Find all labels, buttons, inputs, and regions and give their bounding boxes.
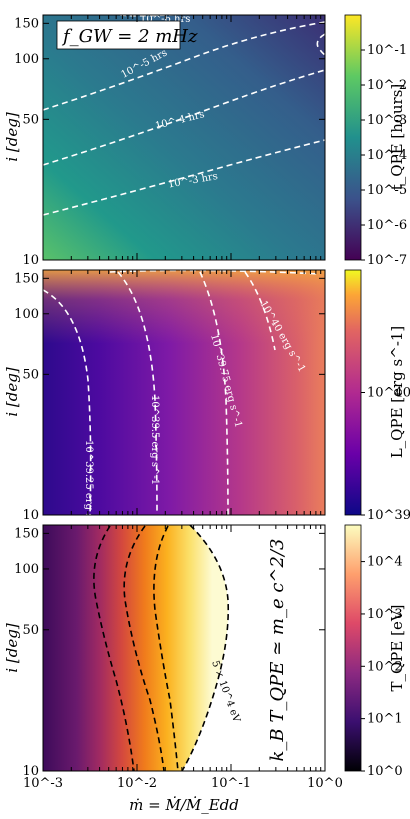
middle-ytick-label: 100 xyxy=(14,307,39,322)
middle-ytick-label: 50 xyxy=(22,367,39,382)
middle-contour-label-2: 10^39.5 erg s^-1 xyxy=(149,395,160,485)
middle-ytick-label: 150 xyxy=(14,271,39,286)
bottom-ytick-label: 100 xyxy=(14,562,39,577)
bottom-xtick-label: 10^-1 xyxy=(211,776,251,791)
middle-colorbar-label: L_QPE [erg s^-1] xyxy=(388,326,406,459)
middle-contour-label-1: 10^39.25 erg s^-1 xyxy=(83,440,94,536)
top-contour-2 xyxy=(43,21,325,111)
top-colorbar-tick-label: 10^-4 xyxy=(367,148,407,163)
bottom-ylabel: i [deg] xyxy=(3,623,21,672)
bottom-contour-1 xyxy=(93,525,135,771)
bottom-xtick-label: 10^-3 xyxy=(23,776,63,791)
middle-panel: 10^39.25 erg s^-1 10^39.5 erg s^-1 10^39… xyxy=(3,269,410,536)
middle-frame xyxy=(42,269,326,516)
top-annotation: f_GW = 2 mHz xyxy=(61,26,198,47)
top-colorbar-ticks: 10^-7 10^-6 10^-5 10^-4 10^-3 10^-2 10^-1 xyxy=(361,43,407,268)
bottom-colorbar xyxy=(344,524,362,772)
middle-colorbar-ticks: 10^39 10^40 xyxy=(361,386,410,523)
top-colorbar-label: t_QPE [hours] xyxy=(388,84,406,191)
top-yticks: 10 50 100 150 xyxy=(14,15,326,268)
top-frame xyxy=(42,14,326,261)
bottom-xticks: 10^-3 10^-2 10^-1 10^0 xyxy=(23,776,343,791)
middle-heatmap-overlay xyxy=(43,270,325,515)
top-colorbar xyxy=(344,14,362,261)
bottom-contour-3 xyxy=(153,525,179,771)
top-colorbar-tick-label: 10^-1 xyxy=(367,43,407,58)
bottom-xtick-label: 10^-2 xyxy=(117,776,157,791)
top-colorbar-tick-label: 10^-2 xyxy=(367,78,407,93)
top-ytick-label: 10 xyxy=(22,253,39,268)
top-contour-3 xyxy=(43,69,325,166)
bottom-colorbar-tick-label: 10^0 xyxy=(367,764,403,779)
bottom-frame xyxy=(42,524,326,772)
top-contour-5 xyxy=(316,33,325,56)
top-ytick-label: 150 xyxy=(14,16,39,31)
bottom-colorbar-tick-label: 10^3 xyxy=(367,607,403,622)
middle-ylabel: i [deg] xyxy=(3,367,21,416)
bottom-yticks: 10 50 100 150 xyxy=(14,525,326,779)
top-heatmap xyxy=(43,15,325,260)
middle-ytick-label: 10 xyxy=(22,508,39,523)
middle-colorbar-tick-label: 10^40 xyxy=(367,386,410,401)
top-annotation-box xyxy=(56,20,181,50)
top-ytick-label: 100 xyxy=(14,52,39,67)
top-panel: 10^-6 hrs 10^-5 hrs 10^-4 hrs 10^-3 hrs … xyxy=(3,14,407,268)
middle-contour-3 xyxy=(199,271,229,515)
top-colorbar-tick-label: 10^-7 xyxy=(367,253,407,268)
top-colorbar-tick-label: 10^-6 xyxy=(367,218,407,233)
bottom-panel: 5 × 10^4 eV k_B T_QPE ≃ m_e c^2/3 105010… xyxy=(3,524,406,814)
bottom-colorbar-tick-label: 10^4 xyxy=(367,555,403,570)
bottom-contour-2 xyxy=(123,525,165,771)
top-colorbar-tick-label: 10^-5 xyxy=(367,183,407,198)
middle-contour-4 xyxy=(244,271,276,351)
bottom-ytick-label: 50 xyxy=(22,623,39,638)
bottom-colorbar-label: T_QPE [eV] xyxy=(388,604,406,691)
bottom-xlabel: ṁ = Ṁ/Ṁ_Edd xyxy=(129,796,239,814)
bottom-ytick-label: 10 xyxy=(22,764,39,779)
top-ytick-label: 50 xyxy=(22,112,39,127)
bottom-colorbar-tick-label: 10^2 xyxy=(367,659,403,674)
middle-colorbar xyxy=(344,269,362,516)
bottom-colorbar-tick-label: 10^1 xyxy=(367,712,403,727)
middle-contour-2 xyxy=(117,271,158,515)
middle-yticks: 10 50 100 150 xyxy=(14,270,326,523)
top-colorbar-tick-label: 10^-3 xyxy=(367,113,407,128)
bottom-white-region xyxy=(182,525,325,771)
middle-colorbar-tick-label: 10^39 xyxy=(367,508,410,523)
bottom-colorbar-ticks: 10^0 10^1 10^2 10^3 10^4 xyxy=(361,555,403,779)
top-contour-label-1: 10^-6 hrs xyxy=(140,14,190,25)
bottom-ytick-label: 150 xyxy=(14,526,39,541)
top-contour-4 xyxy=(43,139,325,216)
bottom-annotation: k_B T_QPE ≃ m_e c^2/3 xyxy=(267,539,288,762)
bottom-xtick-label: 10^0 xyxy=(307,776,343,791)
middle-contour-1 xyxy=(43,289,92,515)
top-ylabel: i [deg] xyxy=(3,112,21,161)
bottom-contour-4 xyxy=(181,525,230,771)
